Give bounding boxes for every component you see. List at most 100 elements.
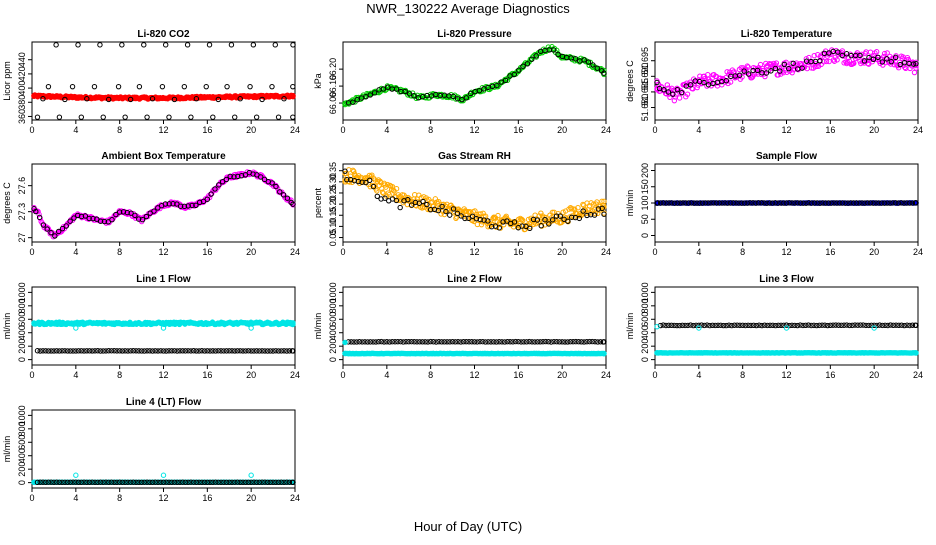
x-tick-label: 8 <box>740 247 745 257</box>
data-point <box>408 338 415 345</box>
data-point <box>773 60 780 66</box>
data-point <box>575 205 581 211</box>
data-point <box>229 348 235 354</box>
y-tick-label: 0.25 <box>328 184 338 202</box>
x-tick-label: 20 <box>869 125 879 135</box>
data-point <box>520 217 526 224</box>
data-point <box>749 75 755 81</box>
data-point <box>261 176 268 183</box>
data-point <box>599 205 605 212</box>
data-point <box>174 479 180 486</box>
data-point <box>768 68 774 74</box>
x-tick-label: 16 <box>825 247 835 257</box>
panel-title: Gas Stream RH <box>438 151 511 162</box>
y-tick-label: 400 <box>328 325 338 340</box>
data-point <box>181 203 188 210</box>
x-tick-label: 20 <box>869 247 879 257</box>
data-point <box>827 322 834 328</box>
data-point <box>419 339 426 345</box>
x-tick-label: 24 <box>290 370 300 380</box>
data-point <box>248 325 254 331</box>
data-point <box>151 208 157 214</box>
data-point <box>155 479 161 486</box>
y-axis-label: kPa <box>313 73 323 89</box>
x-tick-label: 24 <box>913 125 923 135</box>
data-point <box>190 479 197 485</box>
data-point <box>366 177 373 183</box>
data-point <box>78 348 85 354</box>
data-point <box>219 178 226 185</box>
data-point <box>581 339 587 345</box>
x-tick-label: 8 <box>428 370 433 380</box>
x-tick-label: 8 <box>117 125 122 135</box>
data-point <box>828 200 834 206</box>
data-point <box>814 200 820 206</box>
data-point <box>467 90 474 97</box>
series-hourly-means <box>657 322 919 329</box>
data-point <box>454 210 461 217</box>
x-tick-label: 16 <box>513 370 523 380</box>
data-point <box>553 213 560 219</box>
data-point <box>564 339 571 345</box>
y-tick-label: 0.30 <box>328 173 338 191</box>
data-point <box>174 201 180 207</box>
data-point <box>775 200 781 206</box>
data-point <box>259 96 265 103</box>
data-point <box>910 61 917 67</box>
data-point <box>122 348 128 354</box>
data-point <box>671 322 677 329</box>
data-point <box>861 58 868 64</box>
data-point <box>62 348 68 354</box>
x-tick-label: 4 <box>73 125 78 135</box>
data-point <box>878 200 885 206</box>
data-point <box>879 59 886 65</box>
data-point <box>270 348 276 354</box>
data-point <box>201 348 208 354</box>
data-point <box>127 348 134 354</box>
data-point <box>242 348 249 354</box>
data-point <box>95 348 101 354</box>
x-tick-label: 20 <box>557 247 567 257</box>
data-point <box>533 53 539 59</box>
data-point <box>127 96 134 103</box>
data-point <box>750 322 757 329</box>
data-point <box>111 348 117 354</box>
data-point <box>590 62 596 68</box>
y-tick-label: 200 <box>17 339 27 354</box>
data-point <box>425 339 431 345</box>
data-point <box>601 198 607 205</box>
data-point <box>896 322 902 329</box>
data-point <box>159 83 166 90</box>
data-point <box>591 212 598 218</box>
data-point <box>775 322 781 329</box>
data-point <box>834 57 840 63</box>
data-point <box>138 348 145 354</box>
panel-title: Sample Flow <box>756 151 817 162</box>
data-point <box>106 348 112 354</box>
data-point <box>904 200 910 206</box>
data-point <box>371 90 378 96</box>
data-point <box>86 215 92 222</box>
data-point <box>601 211 607 217</box>
data-point <box>580 208 586 214</box>
data-point <box>755 200 762 206</box>
x-tick-label: 16 <box>202 247 212 257</box>
data-point <box>290 320 296 326</box>
data-point <box>844 322 850 328</box>
data-point <box>654 323 660 330</box>
data-point <box>496 225 502 231</box>
data-point <box>694 84 700 91</box>
y-axis-label: Licor ppm <box>2 61 12 101</box>
data-point <box>538 223 544 229</box>
data-point <box>67 479 74 485</box>
data-point <box>184 42 191 48</box>
data-point <box>913 200 919 206</box>
y-tick-label: 51.690 <box>640 63 650 91</box>
data-point <box>34 114 41 120</box>
data-point <box>40 222 47 228</box>
data-point <box>715 322 721 329</box>
data-point <box>185 479 191 486</box>
y-tick-label: 0 <box>17 480 27 485</box>
x-tick-label: 0 <box>29 370 34 380</box>
y-tick-label: 200 <box>640 163 650 178</box>
